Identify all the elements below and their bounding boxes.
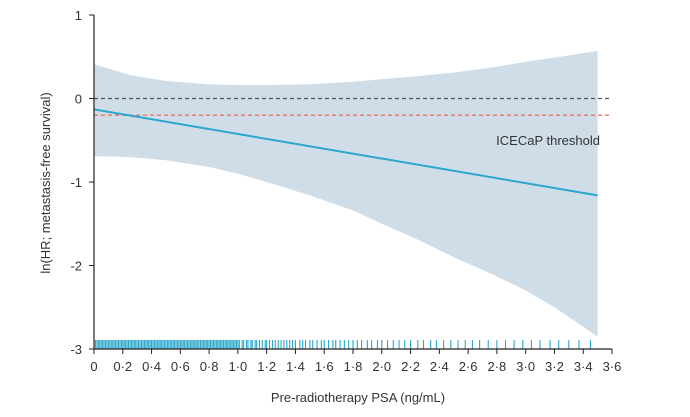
series-layer [93, 108, 598, 197]
y-tick-label: -2 [70, 259, 82, 274]
y-tick-label: 1 [75, 8, 82, 23]
x-tick-label: 0 [90, 359, 97, 374]
x-tick-label: 1·2 [257, 359, 276, 374]
x-tick-label: 3·6 [603, 359, 622, 374]
x-tick-label: 0·8 [200, 359, 219, 374]
x-tick-label: 2·8 [487, 359, 506, 374]
ticks-layer: 0 0·2 0·4 0·6 0·8 1·0 1·2 1·4 1·6 1·8 2·0 2·2 2·4 2·6… [70, 8, 621, 374]
x-tick-label: 0·6 [171, 359, 190, 374]
reference-lines-layer: ICECaP threshold [94, 97, 612, 148]
x-tick-label: 1·6 [315, 359, 334, 374]
x-tick-label: 0·2 [113, 359, 132, 374]
x-tick-label: 3·4 [574, 359, 593, 374]
y-tick-label: -1 [70, 175, 82, 190]
x-tick-label: 3·2 [545, 359, 564, 374]
confidence-band-layer [94, 50, 598, 337]
x-tick-label: 2·2 [401, 359, 420, 374]
x-tick-label: 2·0 [372, 359, 391, 374]
y-tick-label: -3 [70, 342, 82, 357]
rug-layer [94, 340, 591, 349]
x-tick-label: 3·0 [516, 359, 535, 374]
y-axis-title: ln(HR; metastasis-free survival) [38, 92, 53, 273]
threshold-label: ICECaP threshold [496, 133, 600, 148]
x-tick-label: 2·4 [430, 359, 449, 374]
x-tick-label: 2·6 [459, 359, 478, 374]
confidence-band [94, 50, 598, 337]
series-line-0 [93, 108, 598, 197]
x-tick-label: 1·4 [286, 359, 305, 374]
x-tick-label: 0·4 [142, 359, 161, 374]
y-tick-label: 0 [75, 92, 82, 107]
x-tick-label: 1·8 [344, 359, 363, 374]
x-tick-label: 1·0 [228, 359, 247, 374]
x-axis-title: Pre-radiotherapy PSA (ng/mL) [271, 390, 445, 405]
